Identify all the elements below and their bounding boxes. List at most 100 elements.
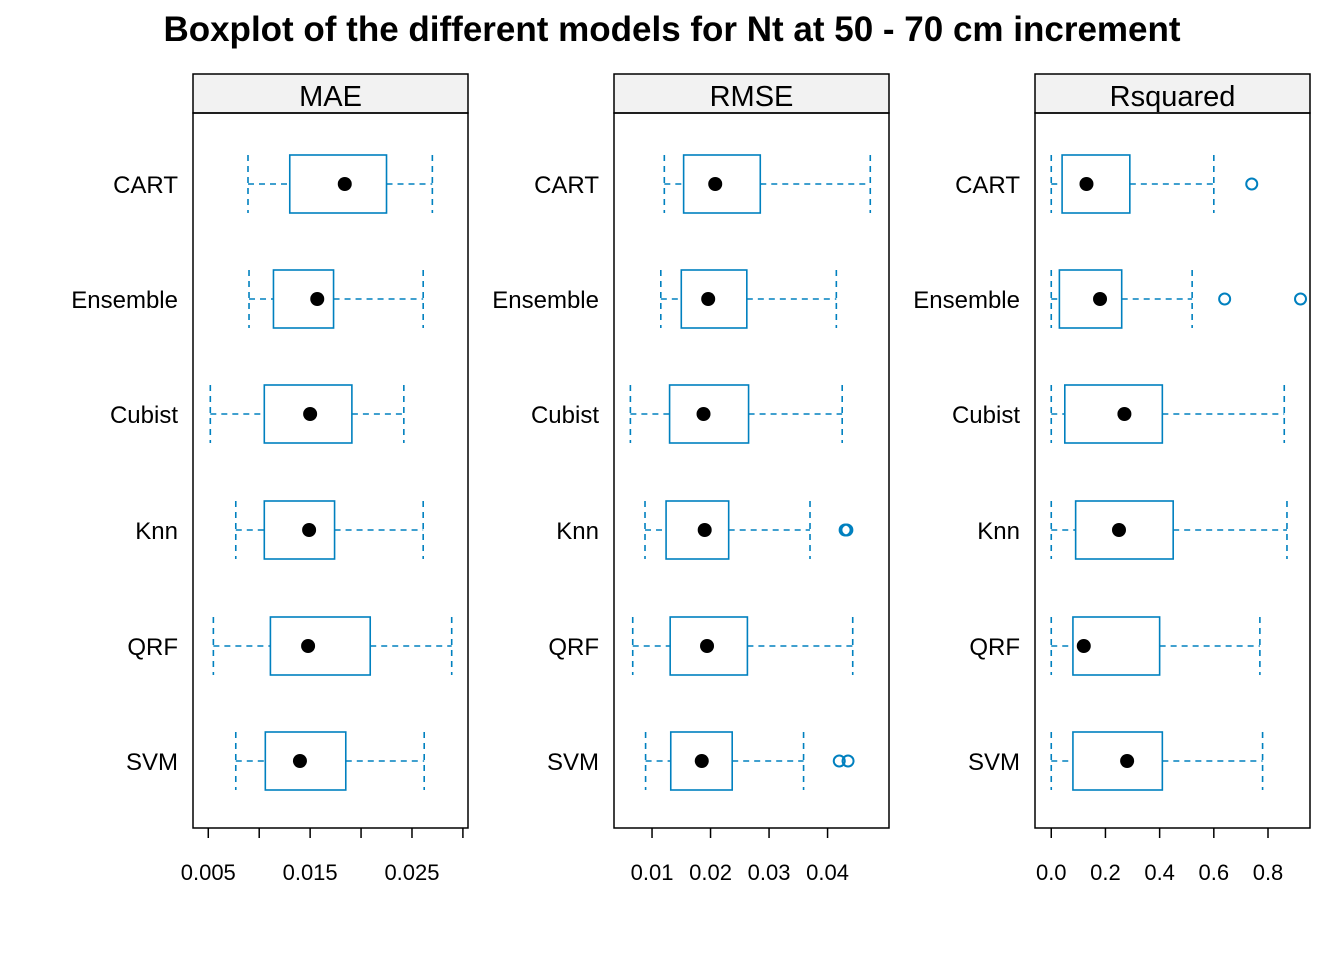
category-label: QRF <box>969 634 1020 661</box>
tick-label: 0.6 <box>1199 860 1230 885</box>
tick-label: 0.8 <box>1253 860 1284 885</box>
category-label: Knn <box>135 518 178 545</box>
box-iqr <box>669 731 733 791</box>
box-iqr <box>263 500 336 560</box>
box-svm <box>644 731 855 791</box>
tick-label: 0.025 <box>384 860 439 885</box>
category-label: SVM <box>547 749 599 776</box>
category-label: Ensemble <box>71 287 178 314</box>
tick-label: 0.03 <box>748 860 791 885</box>
box-cubist <box>629 384 843 444</box>
box-iqr <box>288 154 388 214</box>
category-label: CART <box>955 172 1020 199</box>
box-iqr <box>1058 269 1123 329</box>
median-dot <box>292 754 307 768</box>
box-svm <box>234 731 426 791</box>
box-iqr <box>264 731 347 791</box>
box-iqr <box>682 154 762 214</box>
box-iqr <box>1072 616 1161 676</box>
category-label: Cubist <box>952 402 1020 429</box>
box-iqr <box>1061 154 1131 214</box>
median-dot <box>301 639 316 653</box>
panel-strip-label: Rsquared <box>1110 81 1236 113</box>
box-ensemble <box>1050 269 1308 329</box>
box-iqr <box>269 616 372 676</box>
median-dot <box>337 177 352 191</box>
box-knn <box>234 500 424 560</box>
median-dot <box>694 754 709 768</box>
box-iqr <box>1072 731 1164 791</box>
category-label: Ensemble <box>913 287 1020 314</box>
box-iqr <box>272 269 335 329</box>
median-dot <box>708 177 723 191</box>
box-cart <box>663 154 872 214</box>
box-iqr <box>669 616 749 676</box>
category-label: SVM <box>126 749 178 776</box>
category-label: Knn <box>977 518 1020 545</box>
box-iqr <box>668 384 750 444</box>
category-label: QRF <box>127 634 178 661</box>
box-cubist <box>1050 384 1286 444</box>
panel-strip <box>192 73 469 114</box>
median-dot <box>696 407 711 421</box>
category-label: Ensemble <box>492 287 599 314</box>
panel-strip-label: RMSE <box>710 81 794 113</box>
median-dot <box>303 407 318 421</box>
tick-label: 0.4 <box>1144 860 1175 885</box>
median-dot <box>1093 292 1108 306</box>
box-knn <box>1050 500 1288 560</box>
tick-label: 0.005 <box>181 860 236 885</box>
outlier-point <box>832 754 846 768</box>
outlier-point <box>1294 292 1308 306</box>
box-iqr <box>680 269 748 329</box>
median-dot <box>1076 639 1091 653</box>
panel-strip <box>1034 73 1311 114</box>
median-dot <box>302 523 317 537</box>
panel-frame <box>613 112 890 829</box>
category-label: CART <box>534 172 599 199</box>
category-label: Knn <box>556 518 599 545</box>
panel-strip <box>613 73 890 114</box>
box-cart <box>1050 154 1259 214</box>
box-ensemble <box>660 269 838 329</box>
box-ensemble <box>248 269 424 329</box>
category-label: CART <box>113 172 178 199</box>
box-qrf <box>212 616 453 676</box>
median-dot <box>310 292 325 306</box>
outlier-point <box>840 523 854 537</box>
median-dot <box>697 523 712 537</box>
panel-frame <box>192 112 469 829</box>
tick-label: 0.01 <box>631 860 674 885</box>
box-iqr <box>1064 384 1164 444</box>
outlier-point <box>1245 177 1259 191</box>
tick-label: 0.0 <box>1036 860 1067 885</box>
tick-label: 0.2 <box>1090 860 1121 885</box>
category-label: SVM <box>968 749 1020 776</box>
box-knn <box>644 500 854 560</box>
median-dot <box>1079 177 1094 191</box>
panel-strip-label: MAE <box>299 81 362 113</box>
outlier-point <box>841 754 855 768</box>
box-iqr <box>1074 500 1174 560</box>
category-label: Cubist <box>531 402 599 429</box>
tick-label: 0.04 <box>806 860 849 885</box>
median-dot <box>1117 407 1132 421</box>
median-dot <box>1111 523 1126 537</box>
tick-label: 0.02 <box>689 860 732 885</box>
box-svm <box>1050 731 1264 791</box>
median-dot <box>700 639 715 653</box>
panel-mae: MAE CART Ensemble Cubist Knn QRF SVM 0.005 0.015… <box>71 73 469 885</box>
category-label: Cubist <box>110 402 178 429</box>
outlier-point <box>1218 292 1232 306</box>
median-dot <box>701 292 716 306</box>
box-iqr <box>665 500 730 560</box>
panel-rsquared: Rsquared CART Ensemble Cubist Knn QRF SVM 0.0 0.… <box>913 73 1311 885</box>
box-qrf <box>1050 616 1261 676</box>
median-dot <box>1120 754 1135 768</box>
panel-frame <box>1034 112 1311 829</box>
box-cart <box>247 154 434 214</box>
chart-title: Boxplot of the different models for Nt a… <box>163 10 1181 49</box>
box-qrf <box>631 616 854 676</box>
box-iqr <box>263 384 353 444</box>
